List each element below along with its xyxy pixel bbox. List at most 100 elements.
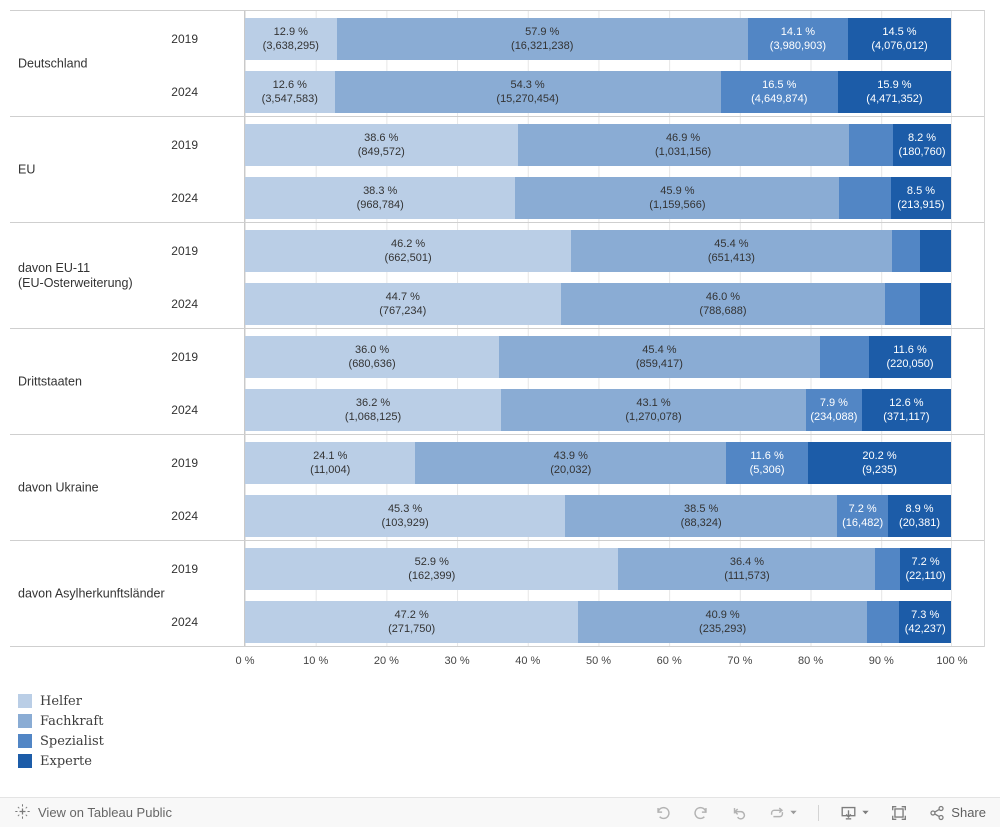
segment-label: 15.9 % (4,471,352) — [866, 78, 923, 105]
share-button[interactable]: Share — [928, 804, 986, 822]
bar-segment-helfer[interactable]: 44.7 % (767,234) — [245, 283, 561, 325]
year-label: 2019 — [171, 244, 198, 258]
stacked-bar: 45.3 % (103,929) 38.5 % (88,324) 7.2 % (16,48… — [245, 495, 951, 537]
bar-segment-experte[interactable] — [919, 230, 951, 272]
row-spacer — [952, 11, 984, 116]
bar-segment-fachkraft[interactable]: 38.5 % (88,324) — [565, 495, 838, 537]
bar-segment-experte[interactable]: 20.2 % (9,235) — [808, 442, 951, 484]
bar-segment-spezialist[interactable]: 7.2 % (16,482) — [837, 495, 889, 537]
segment-label: 36.2 % (1,068,125) — [344, 396, 402, 423]
bar-segment-spezialist[interactable] — [866, 601, 900, 643]
bar-segment-spezialist[interactable] — [885, 283, 920, 325]
group-plot-cell: 52.9 % (162,399) 36.4 % (111,573) 7.2 % (22,1… — [245, 541, 952, 646]
segment-label: 8.2 % (180,760) — [898, 131, 946, 158]
bar-segment-fachkraft[interactable]: 43.1 % (1,270,078) — [501, 389, 806, 431]
bar-segment-experte[interactable]: 14.5 % (4,076,012) — [847, 18, 951, 60]
bar-segment-experte[interactable] — [919, 283, 951, 325]
segment-label: 45.4 % (651,413) — [707, 237, 755, 264]
group-plot-cell: 38.6 % (849,572) 46.9 % (1,031,156) 8.2 % (18… — [245, 117, 952, 222]
year-label: 2019 — [171, 350, 198, 364]
segment-label: 12.6 % (371,117) — [883, 396, 930, 423]
legend-item[interactable]: Experte — [18, 751, 985, 771]
view-on-tableau-public-link[interactable]: View on Tableau Public — [14, 803, 172, 823]
bar-segment-spezialist[interactable]: 11.6 % (5,306) — [726, 442, 809, 484]
segment-label: 46.9 % (1,031,156) — [654, 131, 712, 158]
country-label: davon Asylherkunftsländer — [18, 586, 165, 600]
bar-segment-experte[interactable]: 12.6 % (371,117) — [861, 389, 951, 431]
row-spacer — [952, 117, 984, 222]
year-label: 2024 — [171, 191, 198, 205]
bar-segment-fachkraft[interactable]: 36.4 % (111,573) — [618, 548, 876, 590]
x-axis-tick: 0 % — [235, 655, 255, 667]
chart-plot-area: Deutschland 2019 2024 12.9 % (3,638,295) 57.9… — [10, 10, 985, 647]
year-label: 2019 — [171, 456, 198, 470]
country-group: Drittstaaten 2019 2024 36.0 % (680,636) 45.4 … — [10, 329, 984, 435]
segment-label: 11.6 % (220,050) — [886, 343, 934, 370]
bar-segment-experte[interactable]: 8.9 % (20,381) — [888, 495, 951, 537]
bar-segment-spezialist[interactable] — [875, 548, 901, 590]
segment-label: 8.9 % (20,381) — [899, 502, 941, 529]
bar-segment-spezialist[interactable] — [839, 177, 891, 219]
segment-label: 38.3 % (968,784) — [356, 184, 404, 211]
group-plot-cell: 46.2 % (662,501) 45.4 % (651,413) 44.7 % (767… — [245, 223, 952, 328]
row-header-cell: davon EU-11 (EU-Osterweiterung) 2019 2024 — [10, 223, 245, 328]
bar-segment-experte[interactable]: 11.6 % (220,050) — [869, 336, 951, 378]
stacked-bar: 12.9 % (3,638,295) 57.9 % (16,321,238) 14.1 … — [245, 18, 951, 60]
legend-item[interactable]: Spezialist — [18, 731, 985, 751]
x-axis-tick: 20 % — [373, 655, 399, 667]
bar-segment-fachkraft[interactable]: 45.4 % (859,417) — [499, 336, 820, 378]
bar-segment-spezialist[interactable]: 16.5 % (4,649,874) — [720, 71, 838, 113]
stacked-bar: 44.7 % (767,234) 46.0 % (788,688) — [245, 283, 951, 325]
bar-segment-fachkraft[interactable]: 57.9 % (16,321,238) — [336, 18, 748, 60]
bar-segment-helfer[interactable]: 12.6 % (3,547,583) — [245, 71, 335, 113]
row-header-cell: EU 2019 2024 — [10, 117, 245, 222]
bar-segment-helfer[interactable]: 38.3 % (968,784) — [245, 177, 516, 219]
bar-segment-helfer[interactable]: 45.3 % (103,929) — [245, 495, 566, 537]
legend-item[interactable]: Helfer — [18, 691, 985, 711]
segment-label: 14.5 % (4,076,012) — [871, 25, 928, 52]
bar-segment-helfer[interactable]: 24.1 % (11,004) — [245, 442, 416, 484]
download-button[interactable] — [839, 804, 870, 822]
fullscreen-button[interactable] — [890, 804, 908, 822]
stacked-bar: 36.2 % (1,068,125) 43.1 % (1,270,078) 7.9 %(… — [245, 389, 951, 431]
country-group: davon Asylherkunftsländer 2019 2024 52.9 %(… — [10, 541, 984, 647]
bar-segment-fachkraft[interactable]: 45.4 % (651,413) — [571, 230, 892, 272]
bar-segment-helfer[interactable]: 38.6 % (849,572) — [245, 124, 518, 166]
bar-segment-fachkraft[interactable]: 40.9 % (235,293) — [578, 601, 867, 643]
x-axis: 0 % 10 % 20 % 30 % 40 % 50 % 60 % 70 % 80 % 90 % 1… — [10, 651, 985, 677]
country-label: davon EU-11 (EU-Osterweiterung) — [18, 260, 133, 290]
bar-segment-experte[interactable]: 8.5 % (213,915) — [890, 177, 951, 219]
bar-segment-fachkraft[interactable]: 54.3 % (15,270,454) — [334, 71, 721, 113]
year-label: 2019 — [171, 138, 198, 152]
segment-label: 45.3 % (103,929) — [381, 502, 429, 529]
year-label: 2024 — [171, 297, 198, 311]
segment-label: 36.0 % (680,636) — [348, 343, 396, 370]
bar-segment-helfer[interactable]: 46.2 % (662,501) — [245, 230, 572, 272]
bar-segment-spezialist[interactable] — [848, 124, 894, 166]
bar-segment-fachkraft[interactable]: 43.9 % (20,032) — [415, 442, 727, 484]
bar-segment-experte[interactable]: 8.2 % (180,760) — [893, 124, 951, 166]
bar-segment-spezialist[interactable]: 7.9 % (234,088) — [805, 389, 862, 431]
bar-segment-experte[interactable]: 7.3 % (42,237) — [899, 601, 951, 643]
legend-label: Helfer — [40, 693, 82, 709]
bar-segment-spezialist[interactable]: 14.1 % (3,980,903) — [747, 18, 848, 60]
revert-button[interactable] — [730, 804, 748, 822]
legend-swatch — [18, 694, 32, 708]
bar-segment-helfer[interactable]: 36.0 % (680,636) — [245, 336, 500, 378]
bar-segment-experte[interactable]: 7.2 % (22,110) — [900, 548, 951, 590]
bar-segment-fachkraft[interactable]: 45.9 % (1,159,566) — [515, 177, 840, 219]
bar-segment-experte[interactable]: 15.9 % (4,471,352) — [837, 71, 951, 113]
bar-segment-helfer[interactable]: 36.2 % (1,068,125) — [245, 389, 502, 431]
undo-button[interactable] — [654, 804, 672, 822]
bar-segment-helfer[interactable]: 47.2 % (271,750) — [245, 601, 579, 643]
tableau-logo-icon — [14, 803, 31, 823]
bar-segment-fachkraft[interactable]: 46.0 % (788,688) — [560, 283, 886, 325]
bar-segment-spezialist[interactable] — [819, 336, 870, 378]
redo-button[interactable] — [692, 804, 710, 822]
legend-item[interactable]: Fachkraft — [18, 711, 985, 731]
refresh-button[interactable] — [768, 804, 798, 822]
bar-segment-spezialist[interactable] — [891, 230, 920, 272]
bar-segment-fachkraft[interactable]: 46.9 % (1,031,156) — [517, 124, 849, 166]
bar-segment-helfer[interactable]: 12.9 % (3,638,295) — [245, 18, 337, 60]
bar-segment-helfer[interactable]: 52.9 % (162,399) — [245, 548, 619, 590]
